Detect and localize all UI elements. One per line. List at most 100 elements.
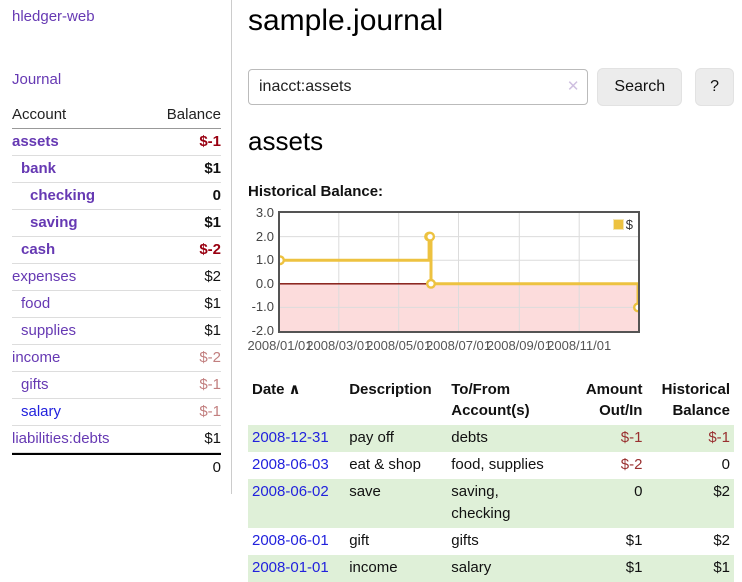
search-input[interactable]: [248, 69, 589, 105]
historical-balance-chart: $3.0 2.0 1.0 0.0 -1.0 -2.0 2008/01/01 2008/03/0…: [247, 205, 642, 355]
transaction-date-link[interactable]: 2008-06-02: [252, 483, 329, 500]
account-row: gifts $-1: [12, 372, 221, 399]
legend-swatch-icon: [612, 219, 624, 230]
sidebar-account-link[interactable]: cash: [21, 241, 56, 258]
accounts-table-header: Account Balance: [12, 103, 221, 129]
page-title: sample.journal: [248, 4, 444, 37]
sidebar-account-link[interactable]: assets: [12, 133, 59, 150]
account-balance: $-1: [199, 133, 221, 150]
register-amount-cell: $-1: [620, 429, 643, 446]
account-row: expenses $2: [12, 264, 221, 291]
account-title: assets: [248, 126, 324, 156]
account-row: salary $-1: [12, 399, 221, 426]
register-amount-cell: 0: [634, 483, 643, 500]
register-description-cell: income: [349, 559, 398, 576]
main-content: sample.journal ✕ Search ? assets Histori…: [232, 0, 742, 582]
account-balance: 0: [212, 187, 221, 204]
register-amount-cell: $-2: [620, 456, 643, 473]
register-description-cell: eat & shop: [349, 456, 421, 473]
register-header-row: Date ∧ Description To/From Account(s) Amo…: [248, 377, 734, 425]
search-box: ✕: [248, 69, 589, 105]
account-balance: $-1: [199, 376, 221, 393]
y-axis-tick-label: 3.0: [255, 205, 274, 220]
x-axis-tick-label: 2008/05/01: [366, 338, 432, 353]
register-description-cell: pay off: [349, 429, 394, 446]
y-axis-tick-label: 0.0: [255, 275, 274, 291]
sidebar-account-link[interactable]: food: [21, 295, 51, 312]
account-balance: $1: [204, 214, 221, 231]
register-date-cell: 2008-12-31: [248, 425, 345, 452]
account-row: checking 0: [12, 183, 221, 210]
accounts-rows: assets $-1 bank $1 checking 0 saving $1 cash $-2 e…: [12, 129, 221, 453]
register-accounts-cell: salary: [451, 559, 492, 576]
search-button[interactable]: Search: [597, 68, 683, 106]
register-balance-cell: $2: [713, 483, 730, 500]
register-date-cell: 2008-06-02: [248, 479, 345, 528]
account-balance: $1: [204, 295, 221, 312]
sidebar-account-link[interactable]: bank: [21, 160, 57, 177]
account-balance: $1: [204, 160, 221, 177]
search-form: ✕ Search ?: [248, 68, 734, 106]
register-accounts-cell: debts: [451, 429, 488, 446]
account-row: saving $1: [12, 210, 221, 237]
table-row: 2008-06-01 gift gifts $1 $2: [248, 528, 734, 555]
register-header-amount: Amount Out/In: [585, 381, 643, 419]
register-accounts-cell: gifts: [451, 532, 479, 549]
register-date-cell: 2008-06-01: [248, 528, 345, 555]
account-row: liabilities:debts $1: [12, 426, 221, 453]
sidebar-account-link[interactable]: liabilities:debts: [12, 430, 110, 447]
register-table: Date ∧ Description To/From Account(s) Amo…: [248, 377, 734, 582]
chart-title: Historical Balance:: [248, 183, 384, 200]
x-axis-tick-label: 2008/09/01: [486, 338, 552, 353]
chart-legend: $: [610, 216, 635, 233]
sidebar-item-journal[interactable]: Journal: [12, 71, 62, 88]
account-balance: $-1: [199, 403, 221, 420]
transaction-date-link[interactable]: 2008-06-03: [252, 456, 329, 473]
register-description-cell: gift: [349, 532, 370, 549]
register-balance-cell: $2: [713, 532, 730, 549]
account-row: assets $-1: [12, 129, 221, 156]
account-row: supplies $1: [12, 318, 221, 345]
table-row: 2008-01-01 income salary $1 $1: [248, 555, 734, 582]
sidebar-account-link[interactable]: expenses: [12, 268, 77, 285]
brand-link[interactable]: hledger-web: [12, 8, 95, 25]
accounts-header-balance: Balance: [166, 106, 221, 123]
register-accounts-cell: saving, checking: [451, 483, 511, 522]
register-header-accounts: To/From Account(s): [451, 381, 530, 419]
account-balance: $-2: [199, 241, 221, 258]
register-balance-cell: $1: [713, 559, 730, 576]
x-axis-tick-label: 2008/03/01: [306, 338, 372, 353]
account-balance: $1: [204, 430, 221, 447]
sidebar-account-link[interactable]: gifts: [21, 376, 49, 393]
sidebar-account-link[interactable]: checking: [30, 187, 96, 204]
x-axis-tick-label: 2008/07/01: [425, 338, 492, 353]
accounts-header-account: Account: [12, 106, 67, 123]
sidebar-account-link[interactable]: supplies: [21, 322, 77, 339]
account-balance: $-2: [199, 349, 221, 366]
register-balance-cell: $-1: [708, 429, 730, 446]
register-date-cell: 2008-01-01: [248, 555, 345, 582]
sidebar: hledger-web Journal Account Balance asse…: [0, 0, 232, 494]
clear-search-icon[interactable]: ✕: [566, 78, 580, 95]
register-header-date[interactable]: Date ∧: [252, 381, 301, 398]
register-description-cell: save: [349, 483, 381, 500]
account-row: food $1: [12, 291, 221, 318]
y-axis-tick-label: 1.0: [255, 252, 274, 268]
transaction-date-link[interactable]: 2008-01-01: [252, 559, 329, 576]
register-date-cell: 2008-06-03: [248, 452, 345, 479]
transaction-date-link[interactable]: 2008-12-31: [252, 429, 329, 446]
help-button[interactable]: ?: [695, 68, 734, 106]
sidebar-account-link[interactable]: saving: [30, 214, 78, 231]
account-row: income $-2: [12, 345, 221, 372]
sidebar-account-link[interactable]: income: [12, 349, 61, 366]
accounts-table: Account Balance assets $-1 bank $1 checking 0…: [12, 103, 221, 480]
table-row: 2008-06-02 save saving, checking 0 $2: [248, 479, 734, 528]
register-accounts-cell: food, supplies: [451, 456, 544, 473]
y-axis-tick-label: -2.0: [251, 323, 274, 338]
table-row: 2008-06-03 eat & shop food, supplies $-2 0: [248, 452, 734, 479]
transaction-date-link[interactable]: 2008-06-01: [252, 532, 329, 549]
y-axis-tick-label: 2.0: [255, 228, 274, 244]
register-balance-cell: 0: [721, 456, 730, 473]
sidebar-account-link[interactable]: salary: [21, 403, 62, 420]
